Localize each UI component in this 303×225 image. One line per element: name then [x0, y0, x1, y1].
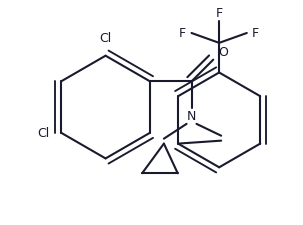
Text: F: F	[216, 7, 223, 20]
Text: Cl: Cl	[37, 127, 49, 140]
Text: F: F	[252, 27, 259, 40]
Text: O: O	[218, 46, 228, 59]
Text: F: F	[179, 27, 186, 40]
Text: N: N	[187, 110, 196, 123]
Text: Cl: Cl	[99, 32, 112, 45]
